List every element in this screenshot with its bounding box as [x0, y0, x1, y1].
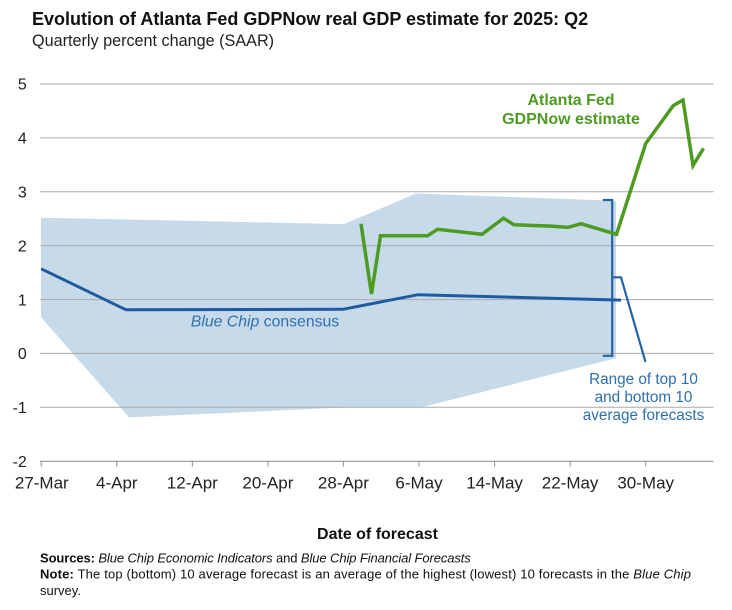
svg-text:GDPNow estimate: GDPNow estimate: [502, 111, 640, 128]
svg-text:Blue Chip consensus: Blue Chip consensus: [191, 314, 340, 331]
svg-text:Atlanta Fed: Atlanta Fed: [527, 92, 614, 109]
svg-text:3: 3: [18, 185, 27, 202]
svg-text:average forecasts: average forecasts: [583, 407, 705, 424]
svg-text:Date of forecast: Date of forecast: [317, 526, 439, 543]
svg-text:30-May: 30-May: [617, 474, 674, 493]
svg-text:2: 2: [18, 238, 27, 255]
svg-text:27-Mar: 27-Mar: [15, 474, 69, 493]
svg-text:-2: -2: [13, 454, 27, 471]
svg-text:survey.: survey.: [40, 583, 81, 598]
svg-text:14-May: 14-May: [466, 474, 523, 493]
svg-text:4: 4: [18, 131, 27, 148]
svg-text:22-May: 22-May: [542, 474, 599, 493]
svg-text:Note: The top (bottom) 10 aver: Note: The top (bottom) 10 average foreca…: [40, 567, 691, 582]
svg-text:-1: -1: [13, 400, 27, 417]
svg-text:Quarterly percent change (SAAR: Quarterly percent change (SAAR): [32, 32, 274, 50]
svg-text:6-May: 6-May: [395, 474, 443, 493]
svg-text:and bottom 10: and bottom 10: [595, 389, 693, 406]
svg-text:5: 5: [18, 77, 27, 94]
svg-text:Evolution of Atlanta Fed GDPNo: Evolution of Atlanta Fed GDPNow real GDP…: [32, 9, 588, 29]
svg-text:12-Apr: 12-Apr: [167, 474, 218, 493]
svg-text:Range of top 10: Range of top 10: [589, 371, 698, 388]
svg-text:4-Apr: 4-Apr: [96, 474, 138, 493]
svg-text:20-Apr: 20-Apr: [242, 474, 293, 493]
svg-text:1: 1: [18, 292, 27, 309]
svg-text:0: 0: [18, 346, 27, 363]
svg-text:Sources: Blue Chip Economic In: Sources: Blue Chip Economic Indicators a…: [40, 550, 471, 565]
svg-text:28-Apr: 28-Apr: [318, 474, 369, 493]
